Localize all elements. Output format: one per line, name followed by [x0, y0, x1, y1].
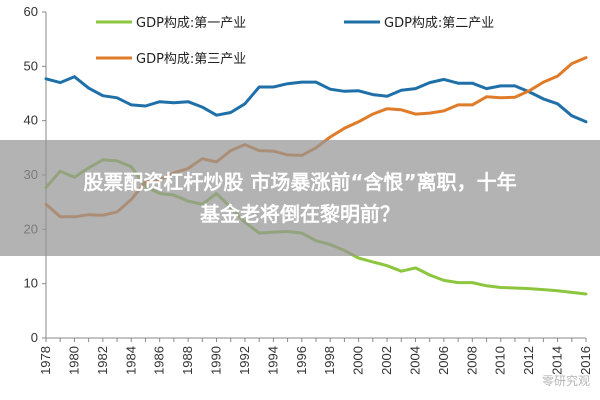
x-tick-label: 1996 — [294, 346, 309, 375]
legend-label-2: GDP构成:第二产业 — [384, 16, 494, 31]
x-tick-label: 2010 — [493, 346, 508, 375]
x-tick-label: 1982 — [95, 346, 110, 375]
x-tick-label: 1986 — [152, 346, 167, 375]
x-tick-label: 1980 — [66, 346, 81, 375]
y-tick-label: 40 — [24, 113, 38, 128]
y-tick-label: 50 — [24, 58, 38, 73]
headline-banner: 股票配资杠杆炒股 市场暴涨前“含恨”离职，十年 基金老将倒在黎明前？ — [0, 140, 600, 256]
legend-label-1: GDP构成:第一产业 — [136, 16, 246, 31]
x-axis-ticks: 1978 1980 1982 1984 1986 1988 1990 1992 1994 1996… — [38, 338, 593, 375]
legend-label-3: GDP构成:第三产业 — [136, 52, 246, 67]
x-tick-label: 1990 — [209, 346, 224, 375]
y-tick-label: 10 — [24, 276, 38, 291]
x-tick-label: 1978 — [38, 346, 53, 375]
x-tick-label: 2012 — [521, 346, 536, 375]
headline-line-1: 股票配资杠杆炒股 市场暴涨前“含恨”离职，十年 — [83, 170, 517, 194]
x-tick-label: 2008 — [464, 346, 479, 375]
x-tick-label: 2006 — [436, 346, 451, 375]
y-tick-label: 0 — [31, 330, 38, 345]
x-tick-label: 2016 — [578, 346, 593, 375]
x-tick-label: 2014 — [550, 346, 565, 375]
chart-legend: GDP构成:第一产业 GDP构成:第二产业 GDP构成:第三产业 — [96, 16, 494, 67]
x-tick-label: 1992 — [237, 346, 252, 375]
x-tick-label: 2002 — [379, 346, 394, 375]
x-tick-label: 1988 — [180, 346, 195, 375]
x-tick-label: 1984 — [123, 346, 138, 375]
x-tick-label: 1998 — [322, 346, 337, 375]
y-tick-label: 60 — [24, 4, 38, 19]
x-tick-label: 2000 — [351, 346, 366, 375]
x-tick-label: 2004 — [407, 346, 422, 375]
watermark-text: 零研究观 — [541, 374, 590, 388]
headline-line-2: 基金老将倒在黎明前？ — [200, 202, 400, 226]
x-tick-label: 1994 — [265, 346, 280, 375]
series-line-2 — [44, 75, 588, 124]
